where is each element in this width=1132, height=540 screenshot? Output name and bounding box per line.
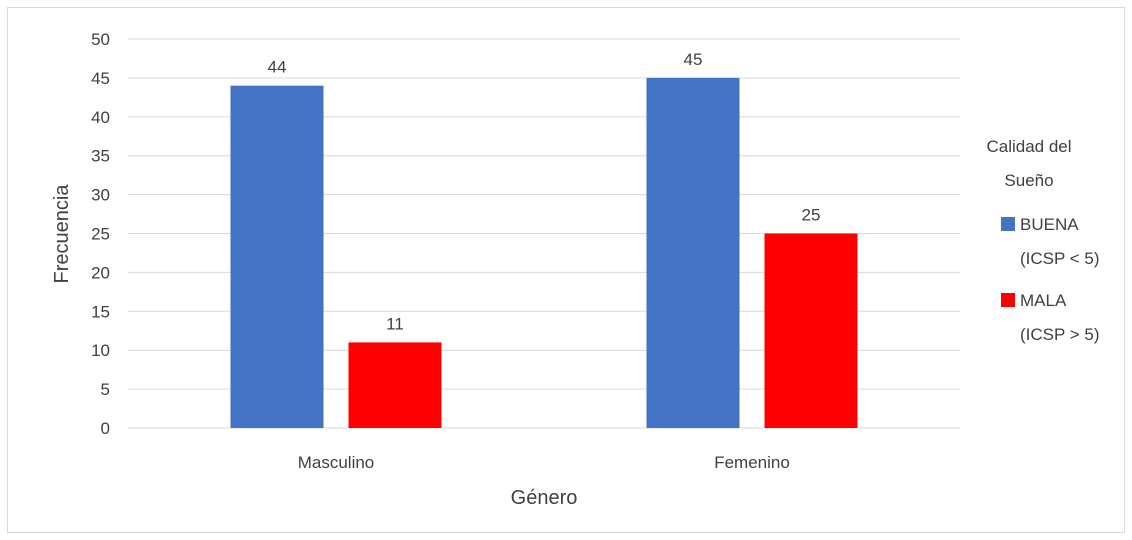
data-label-femenino-series-1: 25 — [802, 206, 821, 225]
y-tick-label-35: 35 — [91, 147, 110, 166]
y-tick-label-20: 20 — [91, 263, 110, 282]
legend-label-buena-line-1: BUENA — [1020, 215, 1079, 234]
bar-masculino-series-0 — [230, 85, 324, 429]
data-label-femenino-series-0: 45 — [684, 50, 703, 69]
bar-masculino-series-1 — [348, 342, 442, 428]
legend-label-mala-line-2: (ICSP > 5) — [1020, 325, 1100, 344]
y-tick-label-45: 45 — [91, 69, 110, 88]
y-tick-label-40: 40 — [91, 108, 110, 127]
bar-femenino-series-0 — [646, 77, 740, 429]
y-tick-label-5: 5 — [101, 380, 110, 399]
y-tick-label-30: 30 — [91, 186, 110, 205]
y-tick-label-25: 25 — [91, 225, 110, 244]
y-tick-label-15: 15 — [91, 302, 110, 321]
legend-label-mala-line-1: MALA — [1020, 291, 1067, 310]
chart-frame — [7, 7, 1125, 533]
y-tick-label-0: 0 — [101, 419, 110, 438]
legend-title-line-1: Calidad del — [986, 137, 1071, 156]
legend-swatch-mala — [1001, 293, 1015, 307]
x-category-label-masculino: Masculino — [298, 453, 375, 472]
data-labels: 44 11 45 25 — [268, 50, 821, 334]
legend-swatch-buena — [1001, 217, 1015, 231]
data-label-masculino-series-0: 44 — [268, 58, 287, 77]
y-tick-label-50: 50 — [91, 30, 110, 49]
bar-femenino-series-1 — [764, 233, 858, 428]
x-axis-categories: Masculino Femenino — [298, 453, 790, 472]
y-axis-ticks: 0 5 10 15 20 25 30 35 40 45 50 — [91, 30, 110, 438]
y-axis-title: Frecuencia — [51, 184, 73, 284]
data-label-masculino-series-1: 11 — [386, 314, 404, 333]
legend: Calidad del Sueño BUENA (ICSP < 5) MALA … — [986, 137, 1099, 344]
x-category-label-femenino: Femenino — [714, 453, 790, 472]
legend-title-line-2: Sueño — [1004, 171, 1053, 190]
legend-label-buena-line-2: (ICSP < 5) — [1020, 249, 1100, 268]
y-tick-label-10: 10 — [91, 341, 110, 360]
bars — [230, 77, 858, 429]
x-axis-title: Género — [511, 487, 578, 509]
